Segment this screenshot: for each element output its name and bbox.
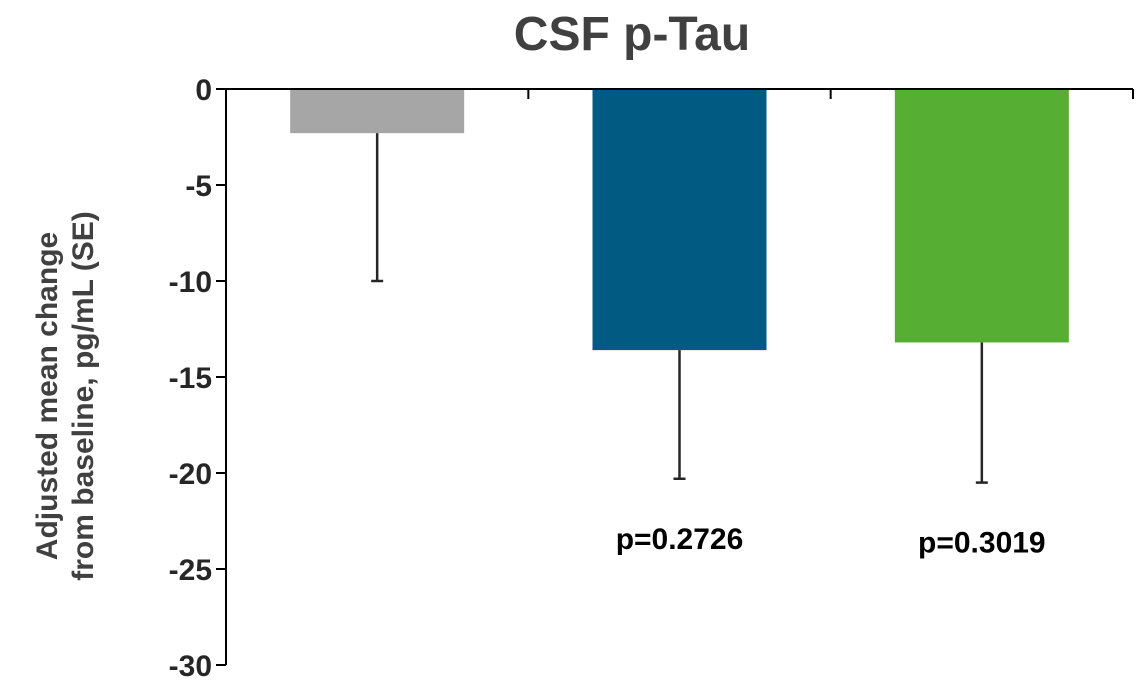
bar-2 (592, 89, 767, 351)
chart-title: CSF p-Tau (514, 8, 750, 61)
bar-1 (290, 89, 465, 134)
y-axis-label-line-1: Adjusted mean change (31, 232, 64, 560)
y-tick-label-3: -15 (169, 362, 212, 395)
y-tick-label-2: -10 (169, 266, 212, 299)
y-tick-label-6: -30 (169, 650, 212, 683)
y-axis-label-line-2: from baseline, pg/mL (SE) (67, 211, 100, 581)
bar-3 (894, 89, 1069, 343)
y-tick-label-5: -25 (169, 554, 212, 587)
plot-area: 0 -5 -10 -15 -20 -25 -30 p=0.2726 p=0.3019 (169, 74, 1134, 683)
p-value-label-3: p=0.3019 (918, 527, 1046, 560)
y-tick-label-0: 0 (195, 74, 212, 107)
p-value-label-2: p=0.2726 (616, 523, 744, 556)
y-tick-label-1: -5 (185, 170, 212, 203)
y-tick-label-4: -20 (169, 458, 212, 491)
y-axis-label: Adjusted mean change from baseline, pg/m… (31, 211, 100, 581)
